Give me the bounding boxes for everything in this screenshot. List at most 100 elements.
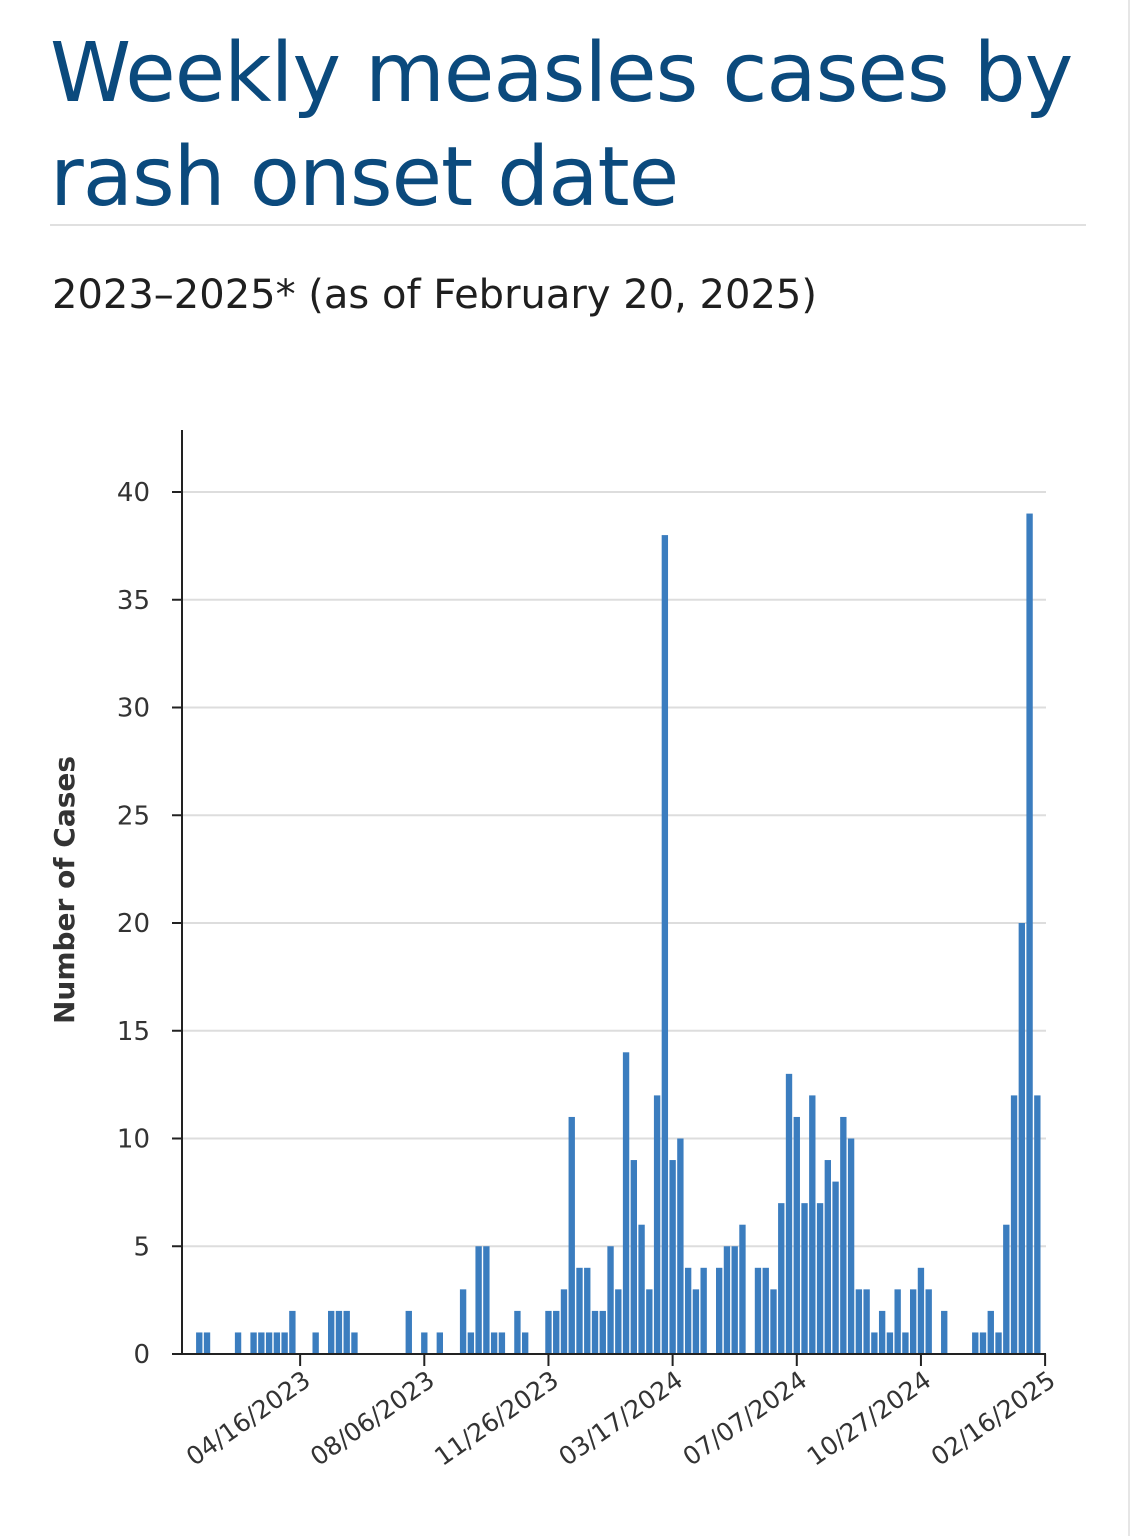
x-tick-label: 02/16/2025: [926, 1365, 1061, 1471]
bar: [467, 1332, 475, 1354]
bar: [1010, 1095, 1018, 1354]
bar: [762, 1267, 769, 1354]
chart-subtitle: 2023–2025* (as of February 20, 2025): [52, 272, 817, 318]
bar: [273, 1332, 281, 1354]
bar: [754, 1267, 762, 1354]
bar: [615, 1289, 622, 1354]
bar: [560, 1289, 568, 1354]
bar: [522, 1332, 529, 1354]
bar: [196, 1332, 203, 1354]
bar: [987, 1310, 994, 1354]
bar: [1034, 1095, 1041, 1354]
bar: [638, 1224, 645, 1354]
y-tick-label: 40: [117, 478, 150, 508]
y-tick-label: 35: [117, 586, 150, 616]
bar: [731, 1246, 738, 1354]
bar: [646, 1289, 653, 1354]
y-tick-label: 25: [117, 801, 150, 831]
bar: [716, 1267, 723, 1354]
y-tick-label: 30: [117, 694, 150, 724]
bar: [421, 1332, 428, 1354]
bar: [568, 1116, 575, 1354]
x-tick-label: 07/07/2024: [678, 1365, 813, 1471]
bar: [855, 1289, 863, 1354]
x-tick-label: 11/26/2023: [429, 1365, 564, 1471]
bar: [770, 1289, 777, 1354]
bar: [584, 1267, 591, 1354]
bar: [793, 1116, 800, 1354]
bar: [653, 1095, 661, 1354]
bar: [343, 1310, 350, 1354]
bar: [723, 1246, 731, 1354]
bar: [785, 1073, 793, 1354]
bar: [405, 1310, 412, 1354]
bar: [545, 1310, 552, 1354]
bar: [514, 1310, 521, 1354]
y-tick-label: 0: [133, 1340, 150, 1370]
bar: [840, 1116, 847, 1354]
bar: [979, 1332, 987, 1354]
chart-title: Weekly measles cases by rash onset date: [50, 26, 1073, 225]
page-edge-line: [1128, 0, 1130, 1536]
bar: [816, 1203, 824, 1354]
bar: [910, 1289, 917, 1354]
bar: [886, 1332, 894, 1354]
bar: [739, 1224, 746, 1354]
bar-chart: 0 5 10 15 20 25 30 35 40 04/16/202308/06/202311/2…: [48, 430, 1061, 1472]
bar: [894, 1289, 901, 1354]
bar: [630, 1160, 637, 1354]
x-tick-label: 04/16/2023: [181, 1365, 316, 1471]
bar: [878, 1310, 886, 1354]
bar: [351, 1332, 358, 1354]
bar: [553, 1310, 560, 1354]
bar: [265, 1332, 273, 1354]
bar: [607, 1246, 614, 1354]
x-tick-label: 03/17/2024: [553, 1365, 688, 1471]
title-divider: [50, 224, 1086, 226]
bar: [902, 1332, 909, 1354]
bar: [847, 1138, 855, 1354]
y-tick-label: 10: [117, 1125, 150, 1155]
bar: [459, 1289, 467, 1354]
bar: [863, 1289, 870, 1354]
bar: [832, 1181, 839, 1354]
bar: [312, 1332, 319, 1354]
x-tick-label: 10/27/2024: [802, 1365, 937, 1471]
bar: [328, 1310, 335, 1354]
bar: [234, 1332, 242, 1354]
bar: [490, 1332, 498, 1354]
bar: [669, 1160, 676, 1354]
bar: [824, 1160, 831, 1354]
bar: [483, 1246, 490, 1354]
bar: [335, 1310, 343, 1354]
bar: [661, 535, 669, 1354]
bar: [498, 1332, 506, 1354]
y-tick-label: 20: [117, 909, 150, 939]
y-tick-label: 15: [117, 1017, 150, 1047]
bar: [1003, 1224, 1010, 1354]
bar: [436, 1332, 443, 1354]
bar: [1018, 923, 1025, 1354]
bar: [281, 1332, 288, 1354]
bar: [622, 1052, 630, 1354]
bar: [972, 1332, 979, 1354]
bar: [692, 1289, 700, 1354]
bar: [925, 1289, 932, 1354]
y-tick-label: 5: [133, 1232, 150, 1262]
bar: [599, 1310, 606, 1354]
bar: [576, 1267, 583, 1354]
bar: [778, 1203, 785, 1354]
x-tick-label: 08/06/2023: [305, 1365, 440, 1471]
bar: [995, 1332, 1002, 1354]
bar: [917, 1267, 925, 1354]
y-axis-label: Number of Cases: [48, 756, 81, 1024]
bar: [809, 1095, 816, 1354]
bar: [591, 1310, 599, 1354]
bar: [203, 1332, 211, 1354]
bar: [250, 1332, 257, 1354]
bar: [1026, 513, 1033, 1354]
bar: [684, 1267, 692, 1354]
bar: [258, 1332, 265, 1354]
bar: [700, 1267, 707, 1354]
bar: [289, 1310, 296, 1354]
